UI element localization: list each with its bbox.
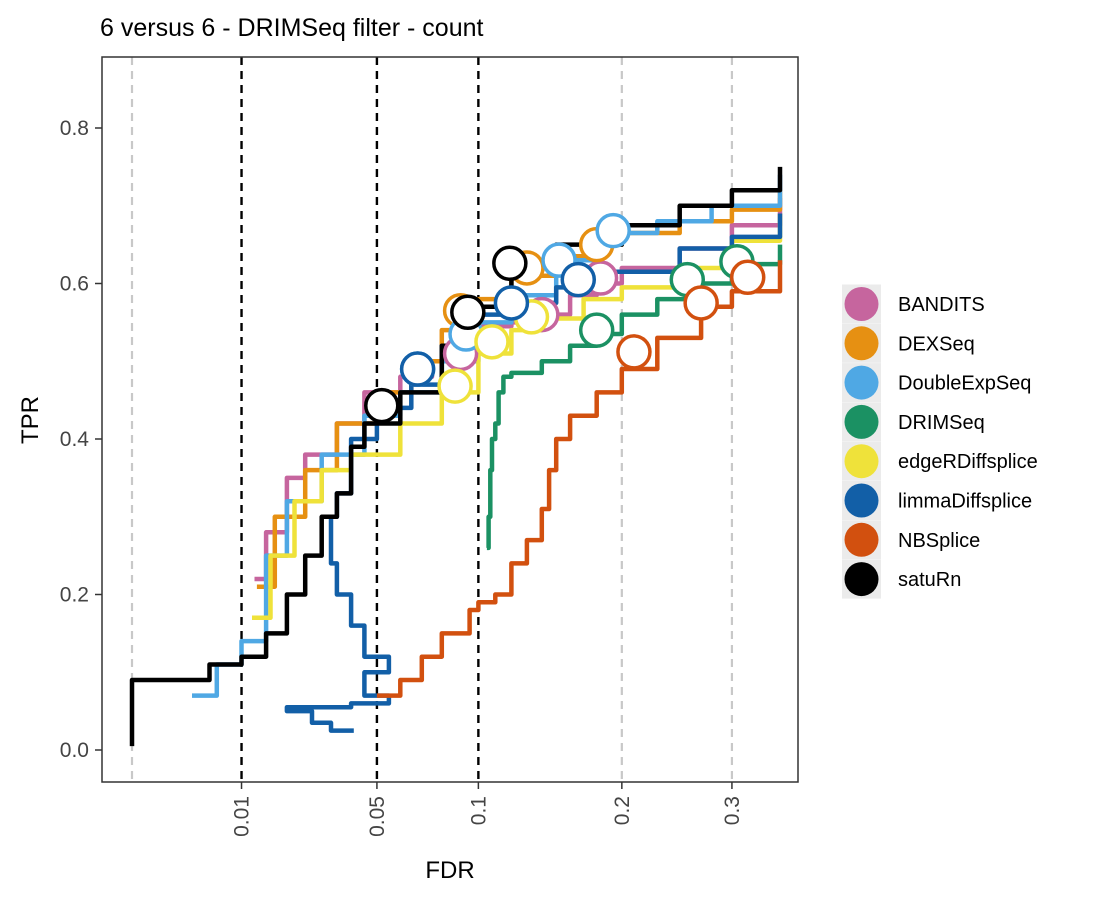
- marker-limmaDiffsplice: [560, 261, 597, 298]
- x-tick-label: 0.05: [366, 796, 389, 837]
- x-tick-label: 0.2: [611, 796, 634, 825]
- legend-label: satuRn: [898, 569, 961, 591]
- y-tick-label: 0.0: [60, 739, 89, 762]
- x-axis-title: FDR: [425, 857, 474, 884]
- legend-swatch-NBSplice: [844, 522, 879, 557]
- legend-swatch-DoubleExpSeq: [844, 365, 879, 400]
- legend-label: BANDITS: [898, 294, 985, 316]
- legend-swatch-BANDITS: [844, 287, 879, 321]
- marker-satuRn: [450, 294, 486, 331]
- marker-DRIMSeq: [578, 312, 615, 348]
- marker-edgeRDiffsplice: [437, 368, 473, 404]
- marker-edgeRDiffsplice: [474, 324, 510, 360]
- legend-swatch-DEXSeq: [844, 326, 879, 361]
- y-tick-label: 0.6: [60, 273, 89, 296]
- series-line-satuRn: [129, 166, 783, 747]
- y-axis-title: TPR: [17, 396, 44, 444]
- marker-NBSplice: [729, 259, 766, 296]
- legend-swatch-limmaDiffsplice: [844, 483, 879, 518]
- legend-swatch-satuRn: [844, 562, 879, 597]
- series-line-NBSplice: [376, 260, 783, 698]
- legend-label: DRIMSeq: [898, 412, 985, 434]
- chart-title: 6 versus 6 - DRIMSeq filter - count: [100, 14, 484, 42]
- y-tick-label: 0.4: [60, 428, 90, 451]
- marker-NBSplice: [616, 334, 652, 370]
- marker-limmaDiffsplice: [493, 285, 530, 321]
- series-line-DoubleExpSeq: [192, 174, 783, 698]
- legend-swatch-DRIMSeq: [844, 404, 879, 439]
- legend-label: NBSplice: [898, 530, 980, 552]
- legend-label: edgeRDiffsplice: [898, 451, 1038, 473]
- marker-NBSplice: [683, 285, 719, 321]
- x-tick-label: 0.3: [721, 796, 744, 825]
- y-tick-label: 0.2: [60, 584, 89, 607]
- legend-label: DoubleExpSeq: [898, 373, 1031, 395]
- marker-satuRn: [492, 245, 528, 282]
- legend-swatch-edgeRDiffsplice: [844, 444, 879, 479]
- legend: BANDITS DEXSeq DoubleExpSeq DRIMSeq edgeRDif…: [842, 284, 1038, 599]
- x-tick-label: 0.1: [467, 796, 490, 825]
- plot-panel-border: [101, 56, 799, 783]
- legend-label: limmaDiffsplice: [898, 491, 1032, 513]
- marker-limmaDiffsplice: [399, 351, 436, 387]
- marker-DoubleExpSeq: [595, 212, 631, 249]
- legend-label: DEXSeq: [898, 333, 975, 355]
- x-tick-label: 0.01: [231, 796, 254, 837]
- y-tick-label: 0.8: [60, 117, 89, 140]
- marker-satuRn: [364, 387, 400, 424]
